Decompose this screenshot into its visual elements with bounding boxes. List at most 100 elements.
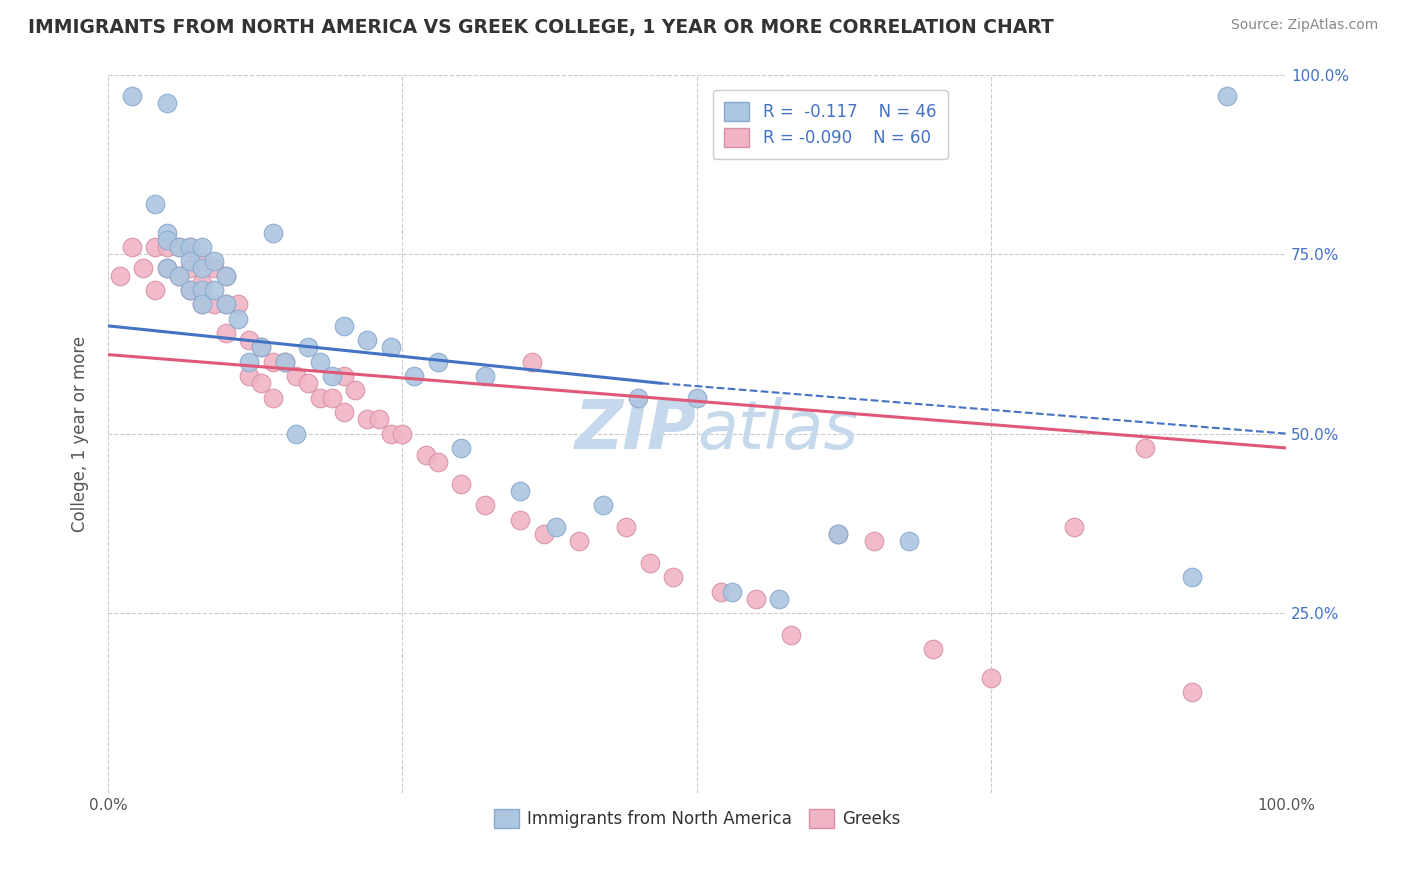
- Point: [273, 355, 295, 369]
- Point: [686, 391, 709, 405]
- Point: [309, 391, 332, 405]
- Point: [202, 283, 225, 297]
- Point: [544, 520, 567, 534]
- Point: [285, 426, 308, 441]
- Point: [568, 534, 591, 549]
- Point: [191, 297, 214, 311]
- Point: [297, 340, 319, 354]
- Point: [202, 254, 225, 268]
- Point: [509, 483, 531, 498]
- Point: [238, 333, 260, 347]
- Point: [332, 369, 354, 384]
- Point: [1216, 89, 1239, 103]
- Point: [1181, 570, 1204, 584]
- Point: [215, 326, 238, 340]
- Point: [474, 499, 496, 513]
- Point: [121, 89, 143, 103]
- Point: [297, 376, 319, 391]
- Point: [167, 240, 190, 254]
- Point: [262, 391, 284, 405]
- Text: IMMIGRANTS FROM NORTH AMERICA VS GREEK COLLEGE, 1 YEAR OR MORE CORRELATION CHART: IMMIGRANTS FROM NORTH AMERICA VS GREEK C…: [28, 18, 1054, 37]
- Point: [156, 240, 179, 254]
- Point: [780, 628, 803, 642]
- Point: [662, 570, 685, 584]
- Point: [215, 268, 238, 283]
- Text: ZIP: ZIP: [575, 397, 697, 463]
- Point: [356, 333, 378, 347]
- Point: [1063, 520, 1085, 534]
- Point: [380, 340, 402, 354]
- Point: [404, 369, 426, 384]
- Point: [238, 369, 260, 384]
- Point: [215, 297, 238, 311]
- Point: [627, 391, 650, 405]
- Text: atlas: atlas: [697, 397, 858, 463]
- Point: [721, 584, 744, 599]
- Point: [238, 355, 260, 369]
- Legend: Immigrants from North America, Greeks: Immigrants from North America, Greeks: [486, 802, 907, 835]
- Point: [898, 534, 921, 549]
- Point: [191, 240, 214, 254]
- Point: [285, 369, 308, 384]
- Point: [862, 534, 884, 549]
- Point: [191, 261, 214, 276]
- Point: [156, 226, 179, 240]
- Point: [262, 226, 284, 240]
- Point: [332, 405, 354, 419]
- Point: [262, 355, 284, 369]
- Point: [450, 441, 472, 455]
- Text: Source: ZipAtlas.com: Source: ZipAtlas.com: [1230, 18, 1378, 32]
- Point: [509, 513, 531, 527]
- Point: [179, 283, 201, 297]
- Point: [250, 376, 273, 391]
- Point: [250, 340, 273, 354]
- Point: [191, 276, 214, 290]
- Point: [215, 268, 238, 283]
- Point: [156, 233, 179, 247]
- Point: [332, 318, 354, 333]
- Point: [380, 426, 402, 441]
- Point: [391, 426, 413, 441]
- Point: [709, 584, 731, 599]
- Point: [156, 96, 179, 111]
- Point: [179, 254, 201, 268]
- Point: [356, 412, 378, 426]
- Point: [344, 384, 367, 398]
- Point: [250, 340, 273, 354]
- Point: [179, 283, 201, 297]
- Point: [426, 355, 449, 369]
- Point: [179, 261, 201, 276]
- Point: [638, 556, 661, 570]
- Point: [368, 412, 391, 426]
- Point: [827, 527, 849, 541]
- Point: [592, 499, 614, 513]
- Point: [1133, 441, 1156, 455]
- Point: [179, 240, 201, 254]
- Point: [226, 311, 249, 326]
- Point: [143, 240, 166, 254]
- Point: [827, 527, 849, 541]
- Point: [167, 268, 190, 283]
- Point: [226, 297, 249, 311]
- Point: [143, 283, 166, 297]
- Point: [121, 240, 143, 254]
- Point: [614, 520, 637, 534]
- Y-axis label: College, 1 year or more: College, 1 year or more: [72, 335, 89, 532]
- Point: [520, 355, 543, 369]
- Point: [273, 355, 295, 369]
- Point: [450, 476, 472, 491]
- Point: [921, 642, 943, 657]
- Point: [768, 591, 790, 606]
- Point: [156, 261, 179, 276]
- Point: [191, 297, 214, 311]
- Point: [191, 254, 214, 268]
- Point: [108, 268, 131, 283]
- Point: [980, 671, 1002, 685]
- Point: [415, 448, 437, 462]
- Point: [215, 297, 238, 311]
- Point: [321, 369, 343, 384]
- Point: [745, 591, 768, 606]
- Point: [533, 527, 555, 541]
- Point: [426, 455, 449, 469]
- Point: [202, 297, 225, 311]
